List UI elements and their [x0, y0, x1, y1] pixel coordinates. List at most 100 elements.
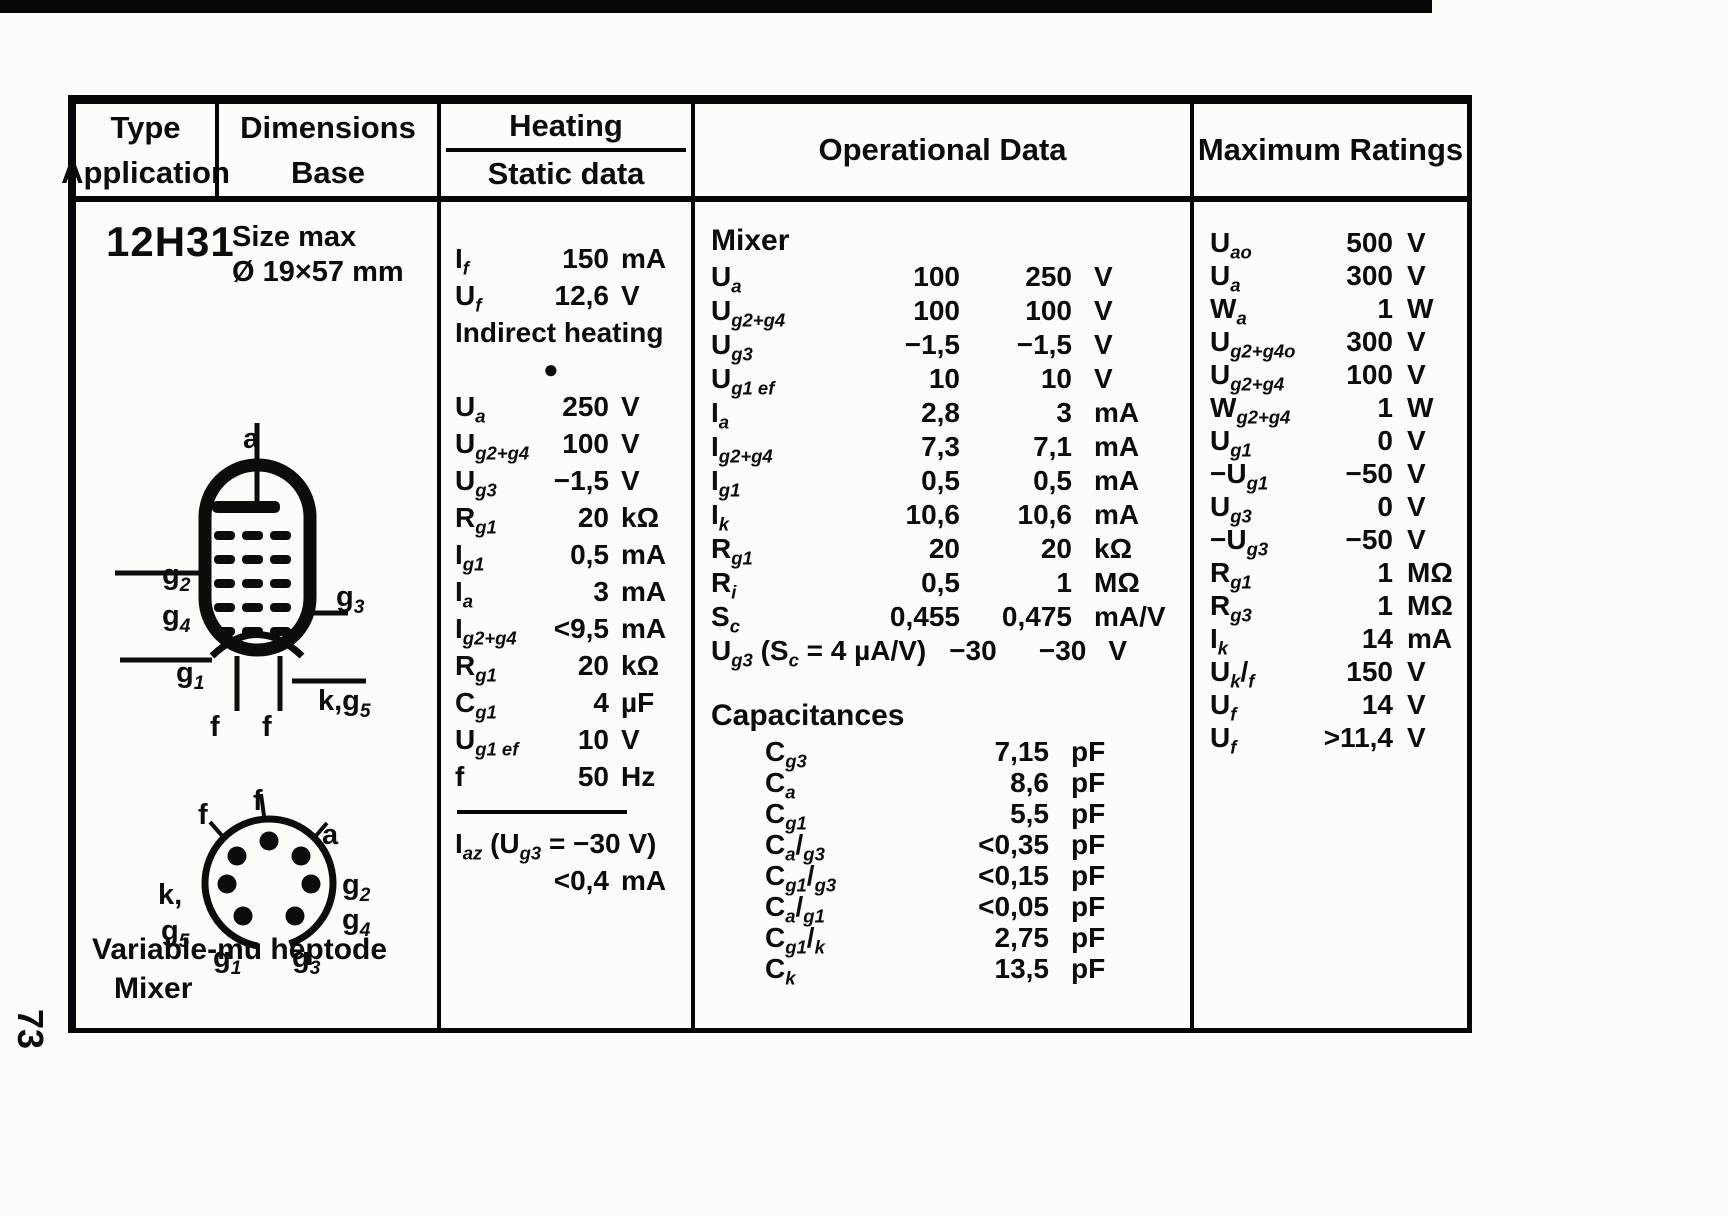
max-ratings-column: Uao 500 V Ua 300 V Wa 1 W Ug2+g4o 300 V Ug2+g4 100 V Wg…: [1210, 226, 1459, 756]
data-row: <0,4 mA: [455, 862, 679, 899]
capacitances-section-title: Capacitances: [711, 699, 905, 732]
param-value-col2: 3: [1056, 397, 1072, 428]
page-number: 73: [10, 1008, 52, 1050]
param-unit: W: [1407, 392, 1434, 423]
data-row: Ug3 −1,5 V: [455, 462, 679, 499]
type-dimensions-cell: 12H31 Size max Ø 19×57 mm Variable-mu he…: [76, 202, 437, 1028]
param-label: Ug2+g4: [1210, 359, 1285, 395]
param-value: 20: [577, 650, 609, 681]
param-label: −Ug1: [1210, 458, 1269, 494]
pin-tick: [312, 821, 329, 840]
param-label: Ug3: [455, 465, 497, 501]
param-unit: mA: [621, 613, 667, 644]
param-value-col2: 0,475: [1001, 601, 1072, 632]
base-label-g5: g5: [161, 915, 190, 952]
scan-edge-artifact: [0, 0, 1432, 13]
grid-dashes: [214, 531, 291, 636]
param-value: 1: [1377, 293, 1393, 324]
param-value: −1,5: [553, 465, 609, 496]
header-heating: Heating: [509, 108, 623, 143]
param-value: 300: [1346, 260, 1393, 291]
param-label: Ig1: [455, 539, 485, 575]
data-row: Ia 3 mA: [455, 573, 679, 610]
param-value: 5,5: [1010, 798, 1049, 829]
param-label: Uf: [1210, 689, 1237, 725]
param-value: 2,75: [994, 922, 1050, 953]
tube-description: Variable-mu heptode Mixer: [92, 930, 387, 1008]
data-row: Cg1/k 2,75 pF: [711, 922, 1131, 956]
note-text: Indirect heating: [455, 317, 664, 348]
param-unit: V: [1407, 491, 1426, 522]
param-unit: mA: [621, 539, 667, 570]
param-unit: V: [1407, 656, 1426, 687]
tube-label-g1: g1: [176, 657, 205, 694]
param-label: Rg1: [711, 533, 753, 569]
data-row: Sc 0,455 0,475 mA/V: [711, 600, 1166, 635]
param-value: 20: [577, 502, 609, 533]
base-outline: [201, 815, 337, 951]
param-label: Ua: [455, 391, 486, 427]
data-row: Uf 14 V: [1210, 688, 1459, 725]
base-label-a: a: [322, 819, 339, 851]
param-value: 1: [1377, 590, 1393, 621]
param-unit: mA/V: [1094, 601, 1166, 632]
param-label: Ug1 ef: [711, 363, 775, 399]
base-label-g2: g2: [342, 869, 371, 906]
data-row: Ua 250 V: [455, 388, 679, 425]
param-unit: V: [1407, 524, 1426, 555]
param-value: 1: [1377, 557, 1393, 588]
param-unit: V: [1094, 363, 1113, 394]
size-max-label: Size max: [232, 221, 357, 253]
size-max-value: Ø 19×57 mm: [232, 256, 404, 288]
param-unit: pF: [1071, 891, 1106, 922]
param-value-col1: −1,5: [904, 329, 960, 360]
param-unit: pF: [1071, 767, 1106, 798]
param-unit: kΩ: [621, 502, 660, 533]
param-value-col1: 10,6: [905, 499, 961, 530]
param-unit: pF: [1071, 736, 1106, 767]
data-row: Ug1 ef 10 V: [455, 721, 679, 758]
param-value-col2: 7,1: [1033, 431, 1072, 462]
data-row: Wa 1 W: [1210, 292, 1459, 327]
data-row: Uf 12,6 V: [455, 277, 679, 314]
param-unit: pF: [1071, 829, 1106, 860]
param-unit: V: [1407, 227, 1426, 258]
param-label: Ua: [711, 261, 742, 297]
param-label: Ug1: [1210, 425, 1252, 461]
param-unit: V: [1108, 635, 1128, 666]
param-value: 300: [1346, 326, 1393, 357]
size-max-block: Size max Ø 19×57 mm: [232, 220, 404, 290]
param-label: Ig2+g4: [711, 431, 773, 467]
param-unit: V: [621, 428, 640, 459]
data-row: Rg1 20 kΩ: [455, 647, 679, 684]
data-row: Rg3 1 MΩ: [1210, 589, 1459, 624]
param-label: Ig1: [711, 465, 741, 501]
description-line2: Mixer: [114, 972, 193, 1005]
base-label-k: k,: [158, 879, 183, 911]
param-unit: mA: [1094, 465, 1140, 496]
param-value-col2: 10: [1040, 363, 1072, 394]
param-unit: pF: [1071, 953, 1106, 984]
param-value: 0,5: [570, 539, 609, 570]
param-label: Cg1/g3: [765, 860, 837, 896]
param-label: Uk/f: [1210, 656, 1255, 692]
param-label: Ug3: [1210, 491, 1252, 527]
param-label: Ca: [765, 767, 796, 803]
param-unit: V: [1407, 458, 1426, 489]
data-row: f 50 Hz: [455, 758, 679, 795]
base-label-f-top: f: [253, 785, 263, 817]
capacitance-rows: Cg3 7,15 pF Ca 8,6 pF Cg1 5,5 pF Ca/g3 <0,35 pF Cg1/…: [711, 736, 1166, 987]
data-row: Cg1/g3 <0,15 pF: [711, 860, 1131, 896]
data-row: Ua 300 V: [1210, 259, 1459, 294]
anode-bar: [212, 501, 280, 513]
column-divider: [1190, 202, 1194, 1028]
data-row: Ug1 0 V: [1210, 424, 1459, 461]
heating-static-column: If 150 mA Uf 12,6 V Indirect heating ● Ua 250 V Ug2…: [455, 240, 679, 899]
param-value-col1: 2,8: [921, 397, 960, 428]
header-type-application: Type Application: [61, 104, 230, 196]
header-heating-static: Heating Static data: [441, 104, 691, 196]
param-value: 100: [562, 428, 609, 459]
data-row: Ug2+g4 100 V: [455, 425, 679, 462]
param-value: 10: [577, 724, 609, 755]
param-value: 12,6: [554, 280, 610, 311]
